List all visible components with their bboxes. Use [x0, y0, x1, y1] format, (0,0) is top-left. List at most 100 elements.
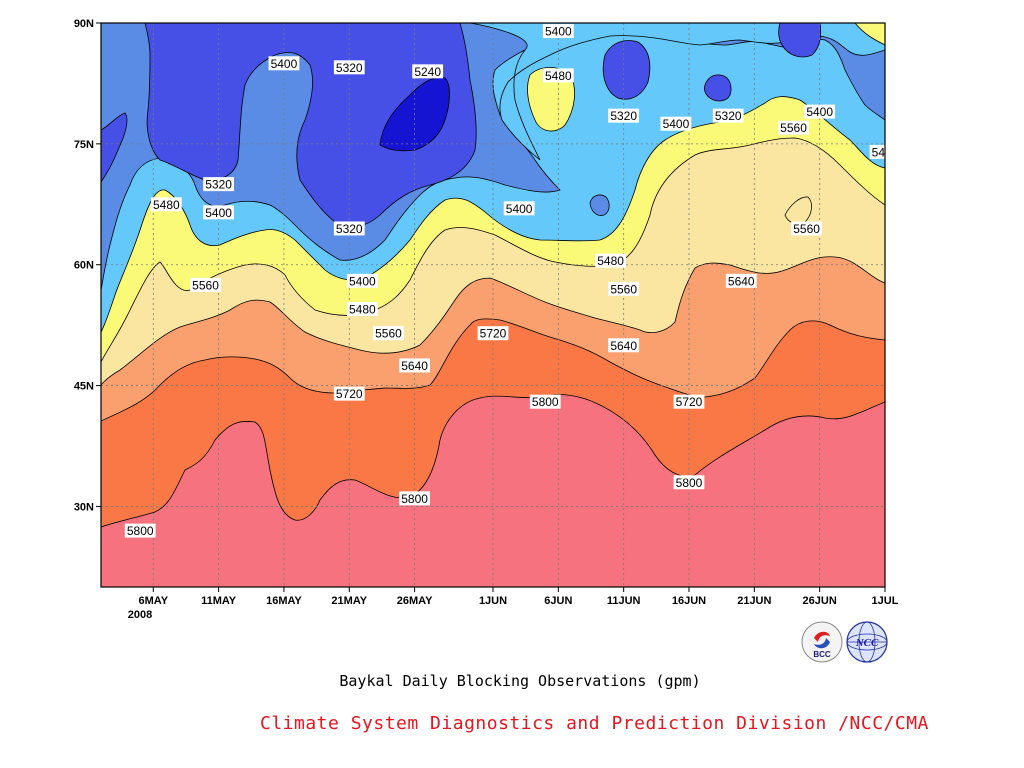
bcc-logo: BCC — [801, 621, 843, 663]
contour-label-bg — [333, 386, 365, 401]
x-tick-label: 11MAY — [201, 595, 237, 607]
contour-label-bg — [190, 277, 221, 292]
contour-labels: 5400 5400 5320 5240 5480 5320 5400 5320 5400 5560… — [124, 24, 899, 538]
contour-label: 5400 — [506, 202, 533, 216]
contour-label-bg — [399, 491, 430, 506]
y-tick-label: 30N — [74, 501, 94, 513]
x-tick-label: 6JUN — [544, 595, 572, 607]
y-tick-label: 90N — [74, 18, 94, 30]
x-tick-label: 16JUN — [672, 595, 706, 607]
contour-label-bg — [346, 302, 378, 317]
contour-label: 5480 — [545, 69, 572, 83]
contour-label-bg — [608, 338, 640, 353]
contour-label: 5640 — [728, 274, 755, 288]
credit-line: Climate System Diagnostics and Predictio… — [260, 713, 929, 734]
contour-label-bg — [673, 475, 705, 490]
contour-label: 5480 — [872, 145, 899, 159]
band-5240-pocket-a — [602, 40, 651, 100]
contour-label: 5800 — [676, 476, 703, 490]
svg-text:BCC: BCC — [813, 650, 831, 659]
contour-label-bg — [542, 68, 574, 83]
contour-label-bg — [333, 221, 365, 236]
contour-label: 5320 — [336, 222, 363, 236]
svg-text:NCC: NCC — [855, 637, 879, 649]
y-tick-label: 60N — [74, 260, 94, 272]
x-year-label: 2008 — [128, 609, 152, 621]
contour-label-bg — [503, 201, 535, 216]
contour-label: 5800 — [127, 524, 154, 538]
band-5240-west — [101, 112, 128, 183]
x-tick-label: 21MAY — [331, 595, 367, 607]
x-tick-label: 11JUN — [607, 595, 641, 607]
contour-label: 5320 — [205, 178, 232, 192]
contour-label-bg — [608, 281, 640, 296]
contour-label-bg — [869, 144, 885, 159]
contour-label: 5480 — [597, 254, 624, 268]
contour-label-bg — [725, 273, 757, 288]
x-tick-label: 16MAY — [266, 595, 302, 607]
contour-label: 5400 — [271, 57, 298, 71]
contour-label: 5240 — [414, 65, 441, 79]
contour-label-bg — [542, 24, 574, 39]
contour-label-bg — [595, 253, 626, 268]
contour-label-bg — [529, 394, 561, 409]
contour-label: 5400 — [806, 105, 833, 119]
contour-label: 5400 — [205, 206, 232, 220]
x-tick-label: 6MAY — [138, 595, 168, 607]
contour-label-bg — [373, 326, 404, 341]
x-tick-label: 26MAY — [397, 595, 433, 607]
contour-label-bg — [712, 108, 744, 123]
contour-label: 5400 — [545, 25, 572, 39]
ncc-logo: NCC — [846, 621, 888, 663]
contour-label: 5400 — [349, 274, 376, 288]
contour-label-bg — [778, 120, 809, 135]
band-5320-pocket-d — [589, 194, 610, 216]
contour-label: 5560 — [192, 278, 219, 292]
contour-label: 5560 — [375, 327, 402, 341]
contour-label-bg — [673, 394, 705, 409]
contour-label: 5320 — [715, 109, 742, 123]
contour-label: 5720 — [336, 387, 363, 401]
contour-label: 5720 — [676, 395, 703, 409]
contour-label: 5800 — [401, 492, 428, 506]
contour-label: 5800 — [532, 395, 559, 409]
contour-label: 5480 — [153, 198, 180, 212]
chart-caption: Baykal Daily Blocking Observations (gpm) — [339, 672, 701, 690]
contour-label: 5320 — [610, 109, 637, 123]
contour-label: 5720 — [480, 327, 507, 341]
band-5240-pocket-c — [703, 74, 732, 102]
contour-label-bg — [346, 273, 378, 288]
band-5240-pocket-b — [778, 23, 822, 58]
contour-label-bg — [477, 326, 509, 341]
band-5480-ne — [854, 23, 885, 46]
contour-label: 5640 — [610, 339, 637, 353]
axis-ticks: 6MAY 11MAY 16MAY 21MAY 26MAY 1JUN 6JUN 11JUN 16J… — [74, 18, 899, 607]
x-tick-label: 1JUN — [479, 595, 507, 607]
contour-label-bg — [124, 523, 156, 538]
y-tick-label: 45N — [74, 381, 94, 393]
contour-label-bg — [804, 104, 836, 119]
contour-label: 5640 — [401, 359, 428, 373]
x-tick-label: 1JUL — [872, 595, 899, 607]
y-tick-label: 75N — [74, 139, 94, 151]
contour-label-bg — [203, 177, 234, 192]
band-5240 — [144, 23, 477, 228]
x-tick-label: 26JUN — [803, 595, 837, 607]
contour-label-bg — [791, 221, 822, 236]
contour-label-bg — [399, 358, 430, 373]
contour-label-bg — [660, 116, 692, 131]
contour-label-bg — [150, 197, 182, 212]
contour-label: 5320 — [336, 61, 363, 75]
contour-label: 5560 — [793, 222, 820, 236]
contour-label-bg — [333, 60, 365, 75]
x-tick-label: 21JUN — [737, 595, 771, 607]
plot-area: 5400 5400 5320 5240 5480 5320 5400 5320 5400 5560… — [101, 23, 899, 587]
contour-label-bg — [268, 56, 300, 71]
contour-label-bg — [412, 64, 444, 79]
contour-label: 5560 — [780, 121, 807, 135]
contour-label-bg — [203, 205, 234, 220]
contour-label: 5400 — [663, 117, 690, 131]
contour-label-bg — [608, 108, 640, 123]
contour-label: 5560 — [610, 282, 637, 296]
